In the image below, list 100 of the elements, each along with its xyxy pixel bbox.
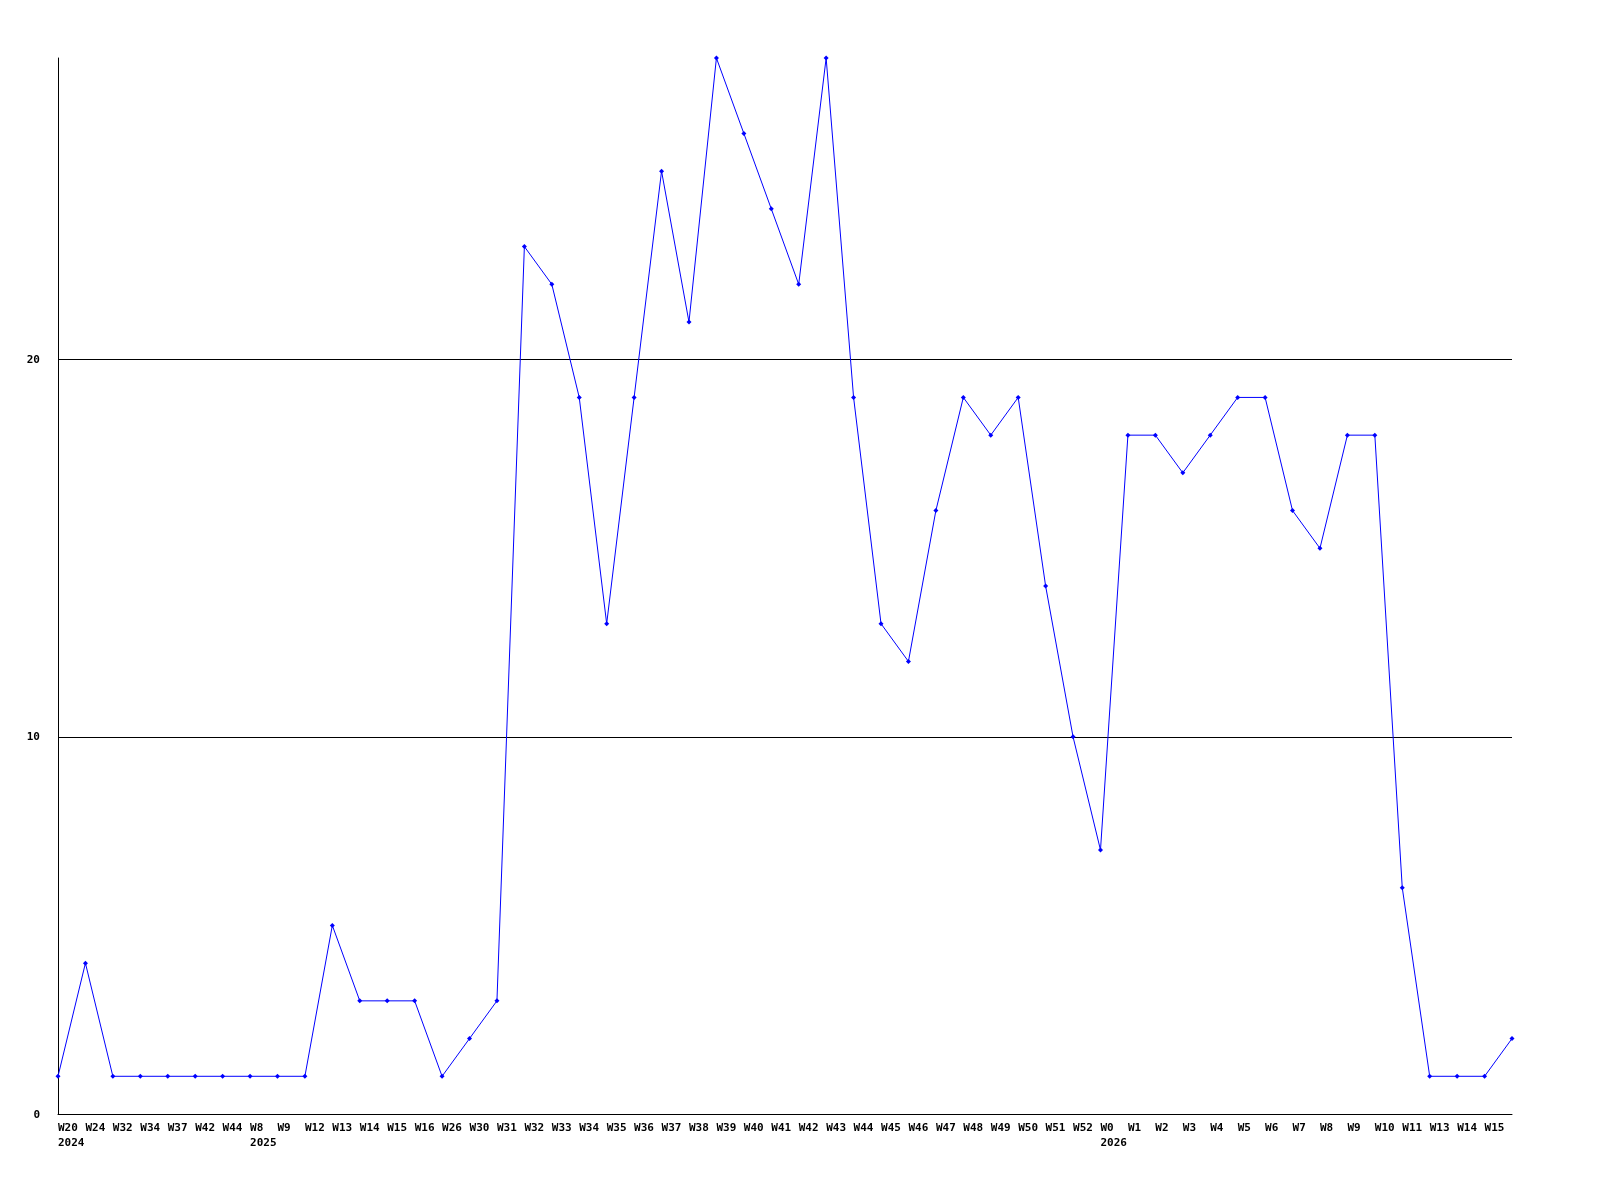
point bbox=[1344, 432, 1350, 438]
point bbox=[247, 1073, 253, 1079]
x-tick-label: W42 bbox=[195, 1121, 216, 1134]
x-tick-label: W24 bbox=[85, 1121, 106, 1134]
point bbox=[1509, 1036, 1515, 1042]
x-tick-label: W47 bbox=[935, 1121, 956, 1134]
x-tick-label: W48 bbox=[963, 1121, 984, 1134]
point bbox=[165, 1073, 171, 1079]
x-tick-label: W30 bbox=[469, 1121, 490, 1134]
x-tick-label: W14 bbox=[359, 1121, 381, 1134]
point bbox=[659, 168, 665, 174]
point bbox=[1207, 432, 1213, 438]
point bbox=[357, 998, 363, 1004]
x-tick-label: W34 bbox=[579, 1121, 600, 1134]
point bbox=[823, 55, 829, 61]
point bbox=[1399, 885, 1405, 891]
point bbox=[686, 319, 692, 325]
x-tick-label: W33 bbox=[551, 1121, 572, 1134]
x-tick-label: W43 bbox=[826, 1121, 847, 1134]
x-tick-label: W7 bbox=[1292, 1121, 1306, 1134]
x-tick-label: W2 bbox=[1155, 1121, 1169, 1134]
x-tick-label: W37 bbox=[661, 1121, 682, 1134]
x-tick-label: W8 bbox=[1319, 1121, 1334, 1134]
x-tick-label: W32 bbox=[112, 1121, 133, 1134]
x-tick-label: W8 2025 bbox=[250, 1121, 277, 1149]
point bbox=[960, 394, 966, 400]
x-tick-label: W5 bbox=[1237, 1121, 1251, 1134]
x-tick-label: W46 bbox=[908, 1121, 929, 1134]
x-tick-label: W44 bbox=[222, 1121, 243, 1134]
x-tick-label: W15 bbox=[1484, 1121, 1505, 1134]
point bbox=[110, 1073, 116, 1079]
point bbox=[384, 998, 390, 1004]
x-tick-label: W14 bbox=[1457, 1121, 1478, 1134]
x-tick-label: W37 bbox=[167, 1121, 188, 1134]
point bbox=[1043, 583, 1049, 589]
point bbox=[439, 1073, 445, 1079]
point bbox=[192, 1073, 198, 1079]
x-tick-label: W35 bbox=[606, 1121, 627, 1134]
x-tick-label: W36 bbox=[634, 1121, 655, 1134]
x-tick-label: W51 bbox=[1045, 1121, 1066, 1134]
x-tick-label: W3 bbox=[1182, 1121, 1197, 1134]
x-tick-label: W0 2026 bbox=[1100, 1121, 1128, 1149]
point bbox=[768, 206, 774, 212]
x-tick-label: W4 bbox=[1210, 1121, 1224, 1134]
x-tick-label: W10 bbox=[1374, 1121, 1395, 1134]
x-tick-label: W9 bbox=[1347, 1121, 1361, 1134]
point bbox=[274, 1073, 280, 1079]
x-tick-label: W15 bbox=[387, 1121, 408, 1134]
x-tick-label: W1 bbox=[1127, 1121, 1142, 1134]
x-tick-label: W34 bbox=[140, 1121, 161, 1134]
x-tick-label: W44 bbox=[853, 1121, 874, 1134]
x-tick-label: W13 bbox=[1429, 1121, 1450, 1134]
point bbox=[988, 432, 994, 438]
x-tick-label: W13 bbox=[332, 1121, 353, 1134]
y-tick-label: 0 bbox=[33, 1107, 40, 1121]
x-tick-label: W31 bbox=[496, 1121, 518, 1134]
point bbox=[933, 508, 939, 514]
point bbox=[549, 281, 555, 287]
y-tick-label: 20 bbox=[26, 353, 40, 367]
x-tick-label: W16 bbox=[414, 1121, 435, 1134]
point bbox=[796, 281, 802, 287]
point bbox=[1097, 847, 1103, 853]
x-tick-label: W40 bbox=[743, 1121, 764, 1134]
point bbox=[412, 998, 418, 1004]
point bbox=[1070, 734, 1076, 740]
x-tick-label: W32 bbox=[524, 1121, 545, 1134]
point bbox=[494, 998, 500, 1004]
x-tick-label: W42 bbox=[798, 1121, 819, 1134]
point bbox=[521, 244, 527, 250]
point bbox=[1427, 1073, 1433, 1079]
point bbox=[1482, 1073, 1488, 1079]
x-tick-label: W9 bbox=[277, 1121, 291, 1134]
point bbox=[878, 621, 884, 627]
x-tick-label: W39 bbox=[716, 1121, 737, 1134]
point bbox=[137, 1073, 143, 1079]
x-tick-label: W45 bbox=[881, 1121, 901, 1134]
point bbox=[851, 394, 857, 400]
x-tick-label: W20 2024 bbox=[58, 1121, 85, 1149]
x-tick-label: W41 bbox=[771, 1121, 792, 1134]
point bbox=[576, 394, 582, 400]
point bbox=[1454, 1073, 1460, 1079]
point bbox=[1180, 470, 1186, 476]
point bbox=[1235, 394, 1241, 400]
x-tick-label: W11 bbox=[1402, 1121, 1423, 1134]
point bbox=[82, 960, 88, 966]
x-tick-label: W50 bbox=[1018, 1121, 1039, 1134]
point bbox=[329, 922, 335, 928]
x-tick-label: W38 bbox=[688, 1121, 709, 1134]
point bbox=[220, 1073, 226, 1079]
x-tick-label: W52 bbox=[1073, 1121, 1093, 1134]
x-tick-label: W49 bbox=[990, 1121, 1011, 1134]
x-tick-label: W26 bbox=[442, 1121, 463, 1134]
point bbox=[713, 55, 719, 61]
point bbox=[604, 621, 610, 627]
x-tick-label: W12 bbox=[304, 1121, 325, 1134]
y-tick-label: 10 bbox=[26, 730, 40, 744]
point bbox=[1125, 432, 1131, 438]
point bbox=[302, 1073, 308, 1079]
point bbox=[55, 1073, 61, 1079]
x-tick-label: W6 bbox=[1265, 1121, 1279, 1134]
